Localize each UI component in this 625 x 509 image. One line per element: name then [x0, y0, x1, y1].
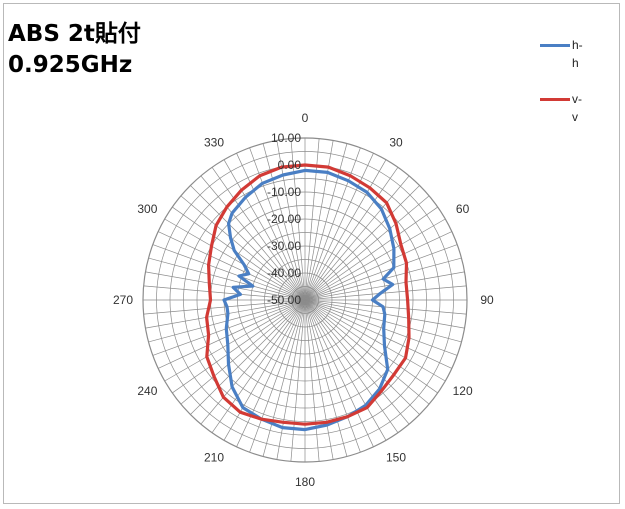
series-line-h-h: [222, 168, 396, 432]
angle-tick-label: 180: [295, 475, 315, 489]
angle-tick-label: 270: [113, 293, 133, 307]
radial-tick-label: -30.00: [267, 239, 301, 253]
angle-tick-label: 300: [137, 202, 157, 216]
grid-ring: [277, 272, 333, 328]
radial-tick-label: -20.00: [267, 212, 301, 226]
radial-tick-label: -50.00: [267, 293, 301, 307]
radial-tick-label: -40.00: [267, 266, 301, 280]
grid-ring: [196, 191, 414, 409]
series-line-v-v: [205, 163, 411, 426]
grid-ring: [183, 178, 427, 422]
chart-frame: [3, 3, 620, 504]
angle-tick-label: 60: [456, 202, 470, 216]
radial-tick-label: 10.00: [271, 131, 301, 145]
angle-tick-label: 240: [137, 384, 157, 398]
angle-tick-labels: 0 30 60 90 120 150 180 210 240 270 300 330: [113, 111, 494, 489]
angle-tick-label: 0: [302, 111, 309, 125]
angle-tick-label: 210: [204, 451, 224, 465]
angle-tick-label: 120: [453, 384, 473, 398]
legend-label-v-v: v-v: [572, 92, 582, 124]
chart-subtitle: 0.925GHz: [8, 52, 133, 78]
angle-tick-label: 30: [389, 135, 403, 149]
radial-tick-labels: 10.00 0.00 -10.00 -20.00 -30.00 -40.00 -50.00: [267, 131, 301, 307]
grid-ring: [142, 137, 468, 463]
chart-title: ABS 2t貼付: [8, 21, 141, 47]
grid-ring: [250, 245, 360, 355]
grid-ring: [264, 259, 346, 341]
angle-tick-label: 150: [386, 451, 406, 465]
angle-tick-label: 90: [480, 293, 494, 307]
legend-label-h-h: h-h: [572, 38, 583, 70]
grid-ring: [156, 151, 454, 449]
legend-swatch-h-h: [540, 44, 570, 47]
polar-grid: [142, 137, 468, 463]
angle-tick-label: 330: [204, 135, 224, 149]
legend-swatch-v-v: [540, 98, 570, 101]
grid-ring: [291, 286, 319, 314]
series-layer: [205, 163, 411, 432]
radial-tick-label: -10.00: [267, 185, 301, 199]
radial-tick-label: 0.00: [278, 158, 302, 172]
